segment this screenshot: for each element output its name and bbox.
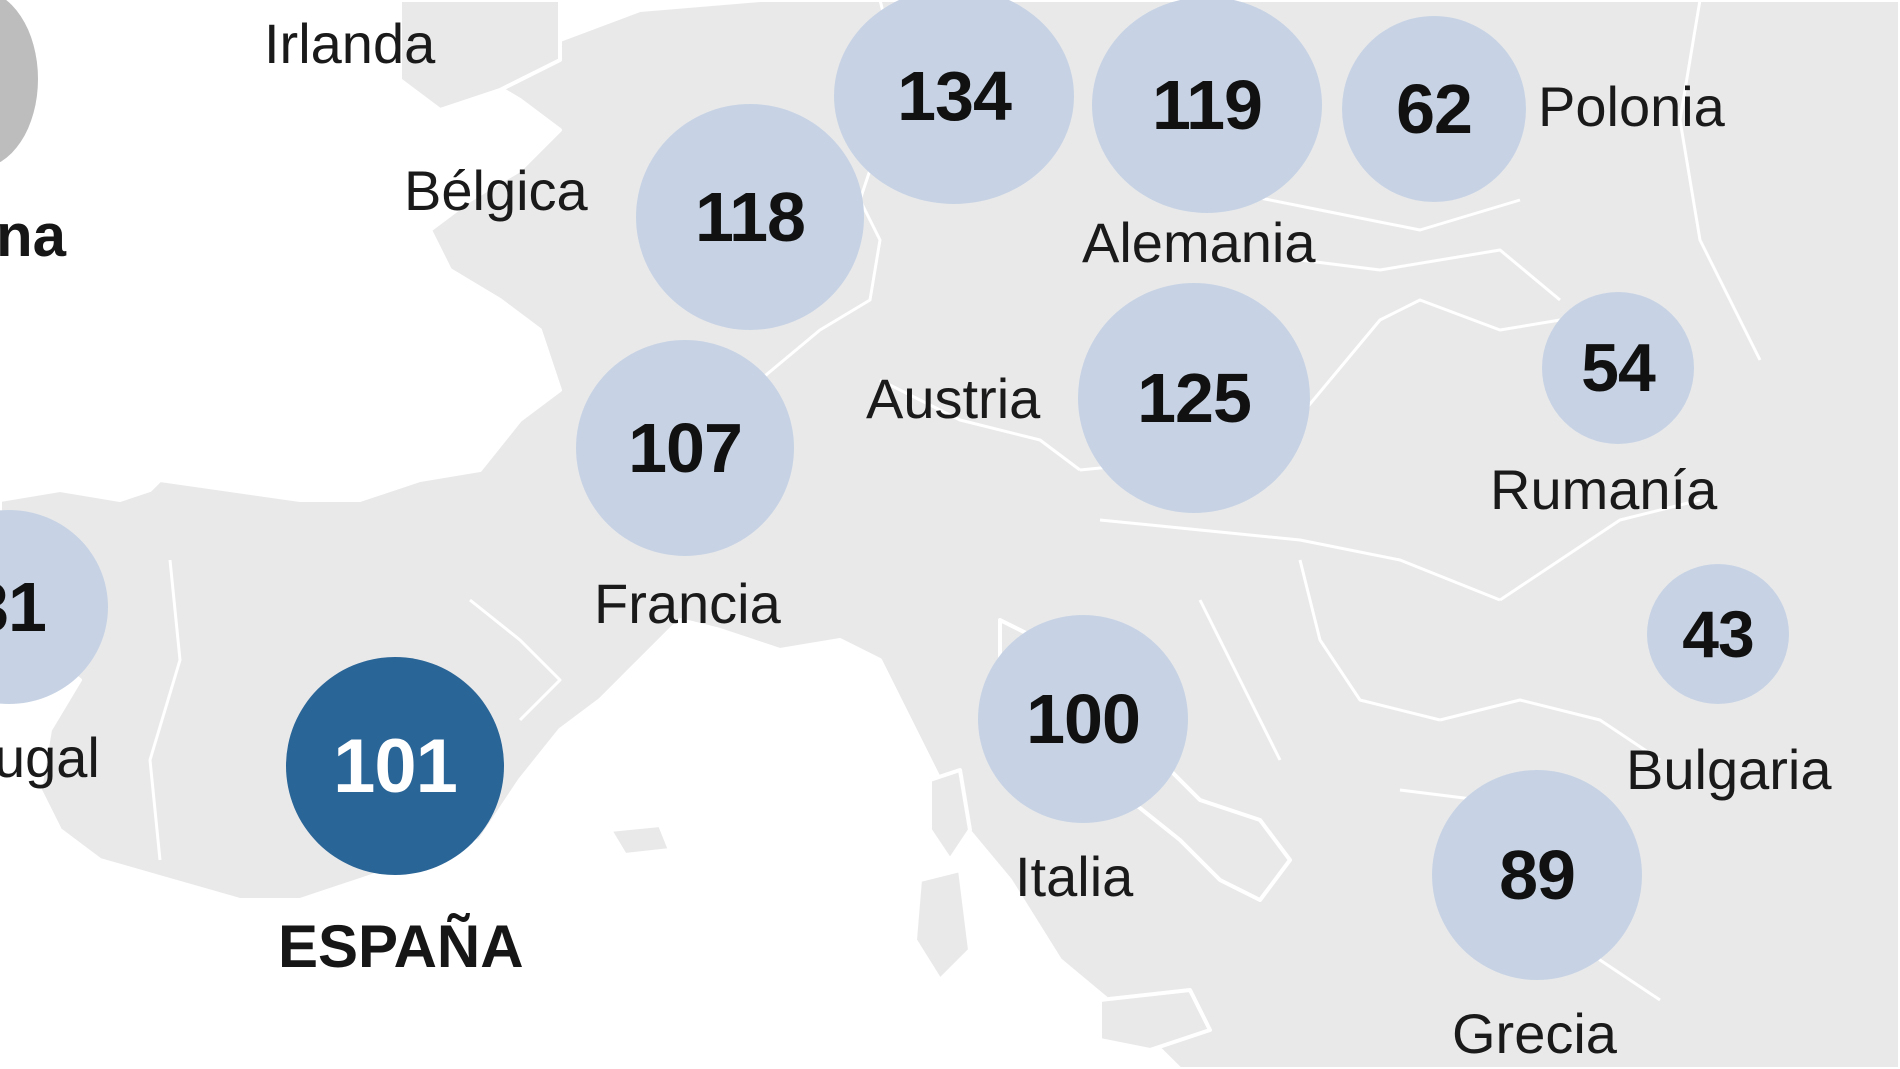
label-austria: Austria xyxy=(866,367,1041,430)
label-grecia: Grecia xyxy=(1452,1002,1617,1065)
balearic-landmass xyxy=(608,823,672,857)
british-isles-landmass xyxy=(398,0,562,112)
label-belgica: Bélgica xyxy=(404,159,588,222)
sicily-landmass xyxy=(1098,988,1212,1052)
bubble-portugal-value: 31 xyxy=(0,568,47,646)
label-rumania: Rumanía xyxy=(1490,458,1718,521)
bubble-italia: 100 xyxy=(978,615,1188,823)
label-irlanda: Irlanda xyxy=(264,12,436,75)
bubble-polonia: 62 xyxy=(1342,16,1526,202)
bubble-134: 134 xyxy=(834,0,1074,204)
sardinia-landmass xyxy=(913,868,972,982)
label-espana: ESPAÑA xyxy=(278,913,524,980)
label-polonia: Polonia xyxy=(1538,75,1725,138)
bubble-rumania: 54 xyxy=(1542,292,1694,444)
label-francia: Francia xyxy=(594,572,781,635)
bubble-alemania: 119 xyxy=(1092,0,1322,213)
bubble-belgica: 118 xyxy=(636,104,864,330)
bubble-francia: 107 xyxy=(576,340,794,556)
corsica-landmass xyxy=(928,768,972,862)
bubble-grecia: 89 xyxy=(1432,770,1642,980)
bubble-austria: 125 xyxy=(1078,283,1310,513)
label-cropped-left: na xyxy=(0,202,67,269)
bubble-espana: 101 xyxy=(286,657,504,875)
label-alemania: Alemania xyxy=(1082,211,1316,274)
label-italia: Italia xyxy=(1015,845,1134,908)
label-bulgaria: Bulgaria xyxy=(1626,738,1832,801)
label-portugal: ugal xyxy=(0,726,100,789)
bubble-bulgaria: 43 xyxy=(1647,564,1789,704)
